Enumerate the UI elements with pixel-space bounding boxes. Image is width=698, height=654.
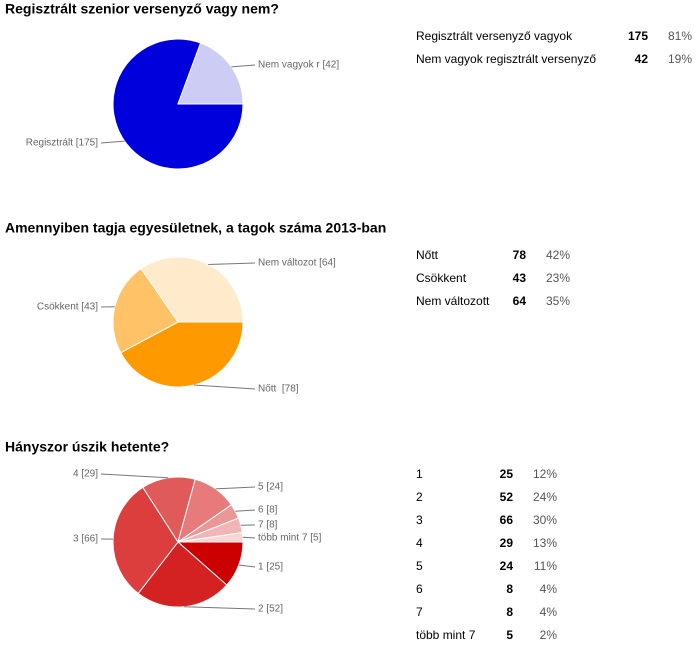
leader-line bbox=[231, 65, 255, 67]
slice-label: 1 [25] bbox=[258, 562, 283, 573]
slice-label: Nem változot [64] bbox=[258, 258, 336, 269]
table-count: 52 bbox=[500, 490, 514, 504]
table-count: 43 bbox=[513, 271, 527, 285]
section-title: Regisztrált szenior versenyző vagy nem? bbox=[5, 1, 279, 17]
table-percent: 13% bbox=[533, 536, 557, 550]
table-count: 66 bbox=[500, 513, 514, 527]
table-label: Nem vagyok regisztrált versenyző bbox=[416, 52, 596, 66]
table-percent: 35% bbox=[546, 294, 570, 308]
leader-line bbox=[101, 474, 168, 478]
table-count: 64 bbox=[513, 294, 527, 308]
table-label: Nem változott bbox=[416, 294, 490, 308]
table-label: 5 bbox=[416, 559, 423, 573]
slice-label: 7 [8] bbox=[258, 520, 278, 531]
leader-line bbox=[208, 263, 255, 264]
table-label: 6 bbox=[416, 582, 423, 596]
slice-label: Csökkent [43] bbox=[37, 302, 98, 313]
table-percent: 42% bbox=[546, 248, 570, 262]
table-count: 8 bbox=[506, 582, 513, 596]
leader-line bbox=[101, 141, 125, 143]
slice-label: 6 [8] bbox=[258, 505, 278, 516]
table-count: 42 bbox=[635, 52, 649, 66]
table-percent: 12% bbox=[533, 467, 557, 481]
section-title: Hányszor úszik hetente? bbox=[5, 439, 169, 455]
table-label: 7 bbox=[416, 605, 423, 619]
table-count: 29 bbox=[500, 536, 514, 550]
slice-label: 3 [66] bbox=[73, 534, 98, 545]
table-percent: 2% bbox=[540, 628, 558, 642]
leader-line bbox=[216, 487, 255, 489]
table-percent: 4% bbox=[540, 582, 558, 596]
table-label: 1 bbox=[416, 467, 423, 481]
table-count: 8 bbox=[506, 605, 513, 619]
table-count: 5 bbox=[506, 628, 513, 642]
slice-label: Nem vagyok r [42] bbox=[258, 60, 339, 71]
slice-label: Regisztrált [175] bbox=[26, 138, 98, 149]
table-count: 24 bbox=[500, 559, 514, 573]
table-percent: 81% bbox=[668, 29, 692, 43]
table-label: Csökkent bbox=[416, 271, 467, 285]
table-percent: 23% bbox=[546, 271, 570, 285]
table-count: 175 bbox=[628, 29, 648, 43]
leader-line bbox=[235, 510, 255, 511]
table-label: 3 bbox=[416, 513, 423, 527]
slice-label: 2 [52] bbox=[258, 604, 283, 615]
section-title: Amennyiben tagja egyesületnek, a tagok s… bbox=[5, 220, 386, 236]
table-count: 25 bbox=[500, 467, 514, 481]
table-percent: 4% bbox=[540, 605, 558, 619]
table-label: 2 bbox=[416, 490, 423, 504]
slice-label: Nőtt [78] bbox=[258, 384, 299, 395]
slice-label: 4 [29] bbox=[73, 469, 98, 480]
leader-line bbox=[243, 537, 255, 538]
table-percent: 30% bbox=[533, 513, 557, 527]
leader-line bbox=[184, 607, 255, 609]
table-count: 78 bbox=[513, 248, 527, 262]
leader-line bbox=[194, 385, 255, 389]
table-label: 4 bbox=[416, 536, 423, 550]
table-label: Regisztrált versenyző vagyok bbox=[416, 29, 573, 43]
slice-label: több mint 7 [5] bbox=[258, 533, 322, 544]
table-label: több mint 7 bbox=[416, 628, 476, 642]
table-percent: 24% bbox=[533, 490, 557, 504]
leader-line bbox=[239, 565, 255, 567]
slice-label: 5 [24] bbox=[258, 482, 283, 493]
table-percent: 11% bbox=[534, 559, 557, 573]
table-label: Nőtt bbox=[416, 248, 439, 262]
table-percent: 19% bbox=[668, 52, 692, 66]
